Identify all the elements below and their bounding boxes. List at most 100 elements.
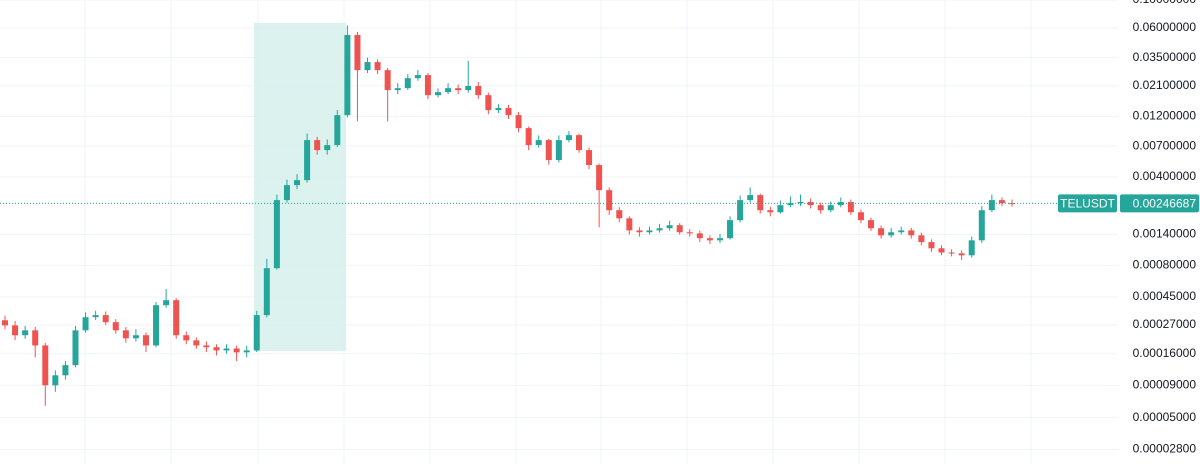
symbol-tag (1058, 194, 1117, 213)
horizontal-grid (0, 0, 1118, 450)
candle-body (686, 232, 693, 234)
candle-body (938, 248, 945, 253)
y-tick-label: 0.00016000 (1133, 346, 1197, 360)
candle-body (253, 315, 260, 351)
y-tick-label: 0.03500000 (1133, 50, 1197, 64)
candle-body (354, 34, 361, 71)
candle-body (515, 115, 522, 129)
candle-body (384, 70, 391, 91)
candle-body (978, 210, 985, 241)
candle-body (52, 375, 59, 386)
candle-body (102, 315, 109, 323)
candle-body (314, 140, 321, 151)
candle-body (495, 108, 502, 111)
candle-body (213, 347, 220, 351)
price-axis: 0.10000000 0.06000000 0.03500000 0.02100000… (1133, 0, 1197, 456)
candle-body (565, 135, 572, 141)
candle-body (716, 238, 723, 241)
candle-body (112, 322, 119, 331)
candle-body (545, 140, 552, 161)
candle-body (696, 233, 703, 239)
candle-body (445, 88, 452, 93)
y-tick-label: 0.02100000 (1133, 78, 1197, 92)
candle-body (22, 330, 29, 336)
candle-body (626, 218, 633, 231)
candle-body (586, 150, 593, 166)
candle-body (435, 92, 442, 96)
y-tick-label: 0.00045000 (1133, 289, 1197, 303)
candle-body (404, 78, 411, 89)
candle-body (817, 205, 824, 211)
candle-body (868, 220, 875, 229)
candle-body (173, 300, 180, 336)
candle-body (72, 330, 79, 366)
candle-body (364, 62, 371, 71)
candle-body (273, 200, 280, 269)
candle-body (575, 135, 582, 151)
candle-body (888, 232, 895, 236)
y-tick-label: 0.00009000 (1133, 378, 1197, 392)
candle-body (948, 252, 955, 254)
candle-body (706, 238, 713, 241)
candle-body (968, 240, 975, 256)
candle-body (183, 335, 190, 341)
candle-body (596, 165, 603, 191)
candle-body (606, 190, 613, 211)
candle-body (344, 34, 351, 116)
candle-body (505, 108, 512, 116)
candle-body (193, 340, 200, 346)
candle-body (676, 225, 683, 233)
y-tick-label: 0.00080000 (1133, 257, 1197, 271)
price-tag (1120, 194, 1199, 213)
candle-body (928, 242, 935, 249)
y-tick-label: 0.01200000 (1133, 109, 1197, 123)
y-tick-label: 0.00140000 (1133, 227, 1197, 241)
vertical-grid (84, 0, 1032, 464)
y-tick-label: 0.00700000 (1133, 138, 1197, 152)
candle-body (475, 86, 482, 96)
last-price: TELUSDT 0.00246687 (0, 194, 1199, 213)
candle-body (485, 95, 492, 111)
candles (2, 25, 1015, 406)
y-tick-label: 0.00002800 (1133, 442, 1197, 456)
candle-body (797, 202, 804, 204)
candle-body (727, 220, 734, 239)
candle-body (153, 305, 160, 346)
candle-body (122, 330, 129, 339)
candle-body (777, 205, 784, 213)
candle-body (283, 185, 290, 201)
candle-body (535, 140, 542, 146)
candle-body (414, 75, 421, 79)
price-label: 0.00246687 (1133, 197, 1197, 211)
candle-body (908, 230, 915, 236)
candle-body (898, 230, 905, 233)
candle-body (2, 320, 8, 326)
candle-body (455, 88, 462, 91)
candle-body (998, 200, 1005, 204)
candle-body (132, 335, 139, 339)
candle-body (294, 180, 301, 186)
candle-body (465, 86, 472, 91)
candle-body (737, 200, 744, 221)
candle-body (656, 228, 663, 231)
candle-body (32, 330, 39, 346)
candle-body (92, 315, 99, 318)
candle-body (918, 235, 925, 243)
candle-body (555, 140, 562, 161)
candle-body (203, 345, 210, 348)
candle-body (12, 325, 19, 336)
candle-body (424, 75, 431, 96)
candle-body (666, 225, 673, 229)
y-tick-label: 0.00005000 (1133, 410, 1197, 424)
candle-body (847, 202, 854, 213)
candle-body (394, 88, 401, 91)
y-tick-label: 0.10000000 (1133, 0, 1197, 6)
y-tick-label: 0.00027000 (1133, 317, 1197, 331)
candle-body (142, 335, 149, 346)
candle-body (827, 205, 834, 211)
candle-body (243, 350, 250, 353)
candle-body (958, 253, 965, 256)
symbol-label: TELUSDT (1060, 197, 1115, 211)
candle-body (263, 268, 270, 316)
